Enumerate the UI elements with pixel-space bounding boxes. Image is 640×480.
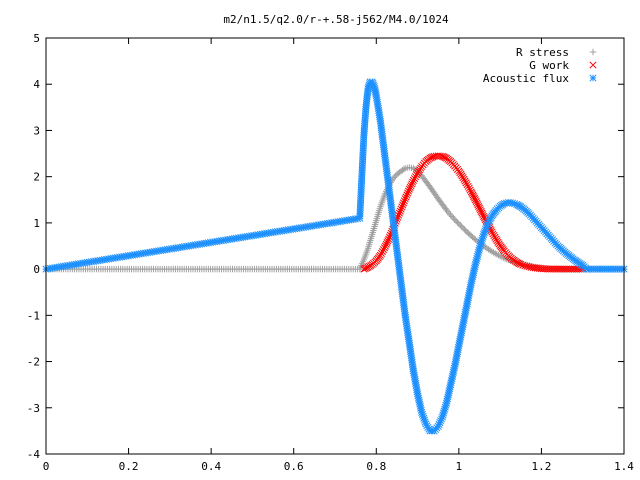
x-tick-label: 0.6 [284,460,304,473]
data-point [455,220,463,228]
legend-label: G work [529,59,569,72]
legend-label: R stress [516,46,569,59]
data-point [525,263,533,271]
data-point [376,251,384,259]
y-tick-label: -1 [27,309,40,322]
data-point [396,207,404,215]
data-point [461,226,468,233]
data-point [487,227,495,235]
data-point [447,211,454,219]
data-point [409,178,417,186]
y-tick-label: 0 [33,263,40,276]
data-point [403,191,411,199]
data-point [395,209,403,217]
data-point [408,180,416,188]
x-tick-label: 1 [456,460,463,473]
y-tick-label: 3 [33,124,40,137]
data-point [395,211,403,219]
data-point [411,173,420,181]
data-point [401,195,409,203]
series-r-stress [42,164,628,273]
data-point [385,235,393,243]
data-point [385,233,394,241]
data-point [399,199,408,207]
data-point [380,244,389,252]
data-point [463,180,471,189]
data-point [400,197,408,205]
plot-frame [45,37,625,455]
data-point [475,202,483,210]
data-point [378,247,387,256]
data-point [454,219,461,226]
x-tick-label: 1.4 [614,460,634,473]
data-point [384,237,392,245]
data-point [473,199,481,207]
data-point [521,262,529,270]
series-acoustic-flux [42,78,628,435]
data-point [404,189,412,197]
data-point [466,186,474,194]
data-point [472,197,480,205]
data-point [471,196,479,204]
data-point [448,213,456,220]
data-point [412,171,421,179]
data-point [474,201,482,209]
x-tick-label: 0.4 [201,460,221,473]
data-point [397,205,405,213]
legend-marker [589,48,597,56]
data-point [382,240,390,248]
data-point [459,224,467,232]
legend-label: Acoustic flux [483,72,569,85]
data-point [476,206,484,214]
data-point [409,176,417,184]
series-layer [42,78,628,435]
y-tick-label: 4 [33,78,40,91]
y-tick-label: 5 [33,32,40,45]
data-point [402,193,410,201]
data-point [410,174,419,183]
data-point [465,184,473,192]
y-tick-label: -2 [27,356,40,369]
data-point [379,246,388,254]
data-point [404,187,413,195]
data-point [451,216,458,223]
legend-marker [589,74,597,82]
data-point [405,185,413,193]
x-tick-label: 0.2 [119,460,139,473]
data-point [458,223,465,230]
data-point [475,204,484,212]
y-tick-label: 2 [33,171,40,184]
data-point [452,217,460,225]
data-point [407,182,415,190]
x-tick-label: 0 [43,460,50,473]
y-tick-label: 1 [33,217,40,230]
data-point [400,166,408,173]
data-point [523,262,531,270]
data-point [399,201,407,209]
x-tick-label: 1.2 [531,460,551,473]
data-point [381,242,389,250]
x-tick-label: 0.8 [366,460,386,473]
data-point [519,261,527,269]
data-point [377,249,385,257]
axes: 0 0.2 0.4 0.6 0.8 1 1.2 1.4 -4 -3 -2 -1 0 1 2 3 4 5 [27,32,635,473]
data-point [477,207,485,215]
chart-title: m2/n1.5/q2.0/r-+.58-j562/M4.0/1024 [223,13,449,26]
data-point [398,203,406,211]
data-point [406,183,414,191]
data-point [464,182,472,190]
data-point [383,239,391,247]
data-point [390,174,398,181]
data-point [517,260,525,269]
y-tick-label: -4 [27,448,41,461]
y-tick-label: -3 [27,402,40,415]
legend-marker [589,61,597,69]
data-point [478,209,486,217]
data-point [457,222,464,229]
data-point [450,214,457,222]
